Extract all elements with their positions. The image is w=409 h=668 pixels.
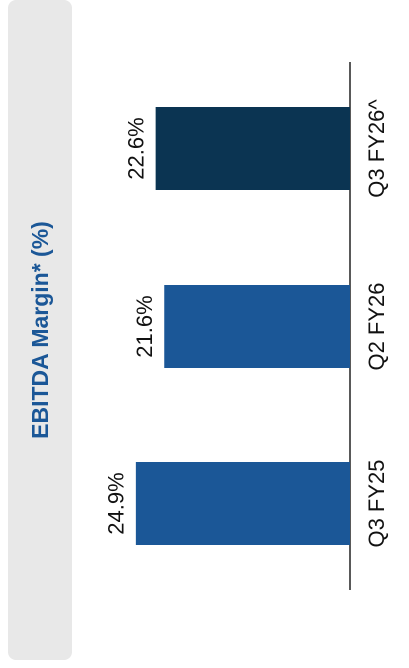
bar [135, 462, 350, 545]
chart-title: EBITDA Margin* (%) [27, 221, 53, 439]
rotated-plot: EBITDA Margin* (%) 24.9% Q3 FY25 21.6% Q2 F… [27, 62, 389, 590]
bar [164, 285, 350, 368]
x-tick-label: Q3 FY25 [364, 459, 389, 547]
title-panel [8, 0, 72, 660]
x-tick-label: Q2 FY26 [364, 282, 389, 370]
bar [155, 107, 350, 190]
value-label: 21.6% [132, 295, 157, 357]
value-label: 24.9% [104, 472, 129, 534]
value-label: 22.6% [123, 117, 148, 179]
x-tick-label: Q3 FY26^ [364, 99, 389, 198]
